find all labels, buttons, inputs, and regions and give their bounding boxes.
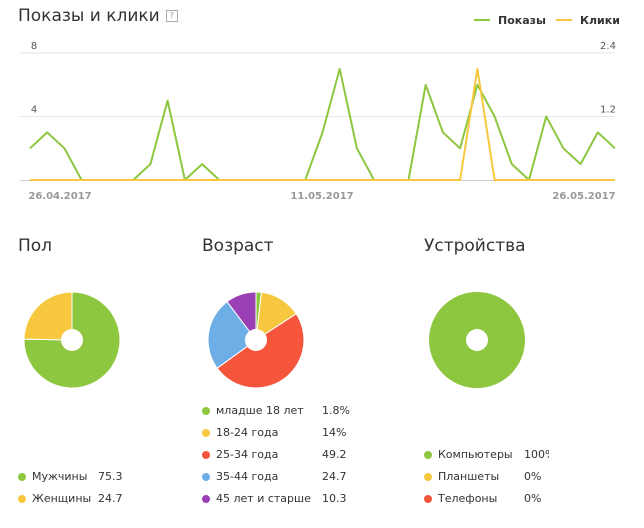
- pie-legend-value: 0%: [524, 470, 542, 483]
- pie-legend-value: 75.3: [98, 470, 123, 483]
- series-line-clicks: [30, 67, 615, 181]
- pie-hole: [245, 329, 267, 351]
- legend-dot-icon: [424, 495, 432, 503]
- legend-dot-icon: [18, 495, 26, 503]
- pie-legend-label: Мужчины: [32, 470, 88, 483]
- legend-dot-icon: [202, 473, 210, 481]
- pie-gender: [23, 291, 121, 389]
- pie-slice[interactable]: [226, 291, 257, 342]
- pie-devices: [429, 292, 525, 388]
- pie-legend-label: Телефоны: [438, 492, 498, 505]
- section-title-devices: Устройства: [424, 236, 526, 256]
- pie-legend-value: 10.3: [322, 492, 347, 505]
- pie-legend-label: 35-44 года: [216, 470, 279, 483]
- y-left-tick-label: 8: [31, 41, 37, 52]
- y-left-tick-label: 4: [31, 105, 37, 116]
- section-title-age: Возраст: [202, 236, 274, 256]
- help-icon[interactable]: ?: [165, 10, 178, 22]
- x-tick-label: 26.05.2017: [552, 191, 615, 202]
- pie-legend-label: Женщины: [32, 492, 92, 505]
- pie-legend-value: 24.7: [322, 470, 347, 483]
- section-title-gender: Пол: [18, 236, 53, 256]
- pie-legend-label: Компьютеры: [438, 448, 513, 461]
- legend-dot-icon: [202, 451, 210, 459]
- y-right-tick-label: 1.2: [600, 105, 616, 116]
- legend-impressions-label: Показы: [498, 14, 546, 27]
- pie-legend-value: 49.2: [322, 448, 347, 461]
- pie-slice[interactable]: [23, 291, 73, 341]
- x-tick-label: 11.05.2017: [290, 191, 353, 202]
- legend-dot-icon: [202, 429, 210, 437]
- pie-legend-label: младше 18 лет: [216, 404, 304, 417]
- pie-legend-value: 14%: [322, 426, 347, 439]
- chart-title: Показы и клики?: [18, 6, 178, 26]
- pie-legend-label: 45 лет и старше: [216, 492, 311, 505]
- legend-dot-icon: [424, 473, 432, 481]
- pie-slice[interactable]: [23, 291, 121, 389]
- line-chart: 8 4 2.4 1.2 26.04.2017 11.05.2017 26.05.2017: [20, 41, 616, 202]
- legend-dot-icon: [202, 407, 210, 415]
- pie-legend-label: 25-34 года: [216, 448, 279, 461]
- y-right-tick-label: 2.4: [600, 41, 616, 52]
- pie-legend-value: 0%: [524, 492, 542, 505]
- pie-age: [207, 291, 305, 389]
- pie-legend-value: 24.7: [98, 492, 123, 505]
- legend-dot-icon: [18, 473, 26, 481]
- legend-line-icon: [556, 19, 572, 21]
- pie-legend-label: Планшеты: [438, 470, 500, 483]
- pie-slice[interactable]: [207, 301, 257, 369]
- legend-line-icon: [474, 19, 490, 21]
- pie-legend-value: 1.8%: [322, 404, 350, 417]
- pie-legend-label: 18-24 года: [216, 426, 279, 439]
- pie-hole: [61, 329, 83, 351]
- pie-slice[interactable]: [216, 313, 305, 389]
- legend-impressions[interactable]: Показы: [474, 14, 546, 27]
- pie-legend-value: 100%: [524, 448, 549, 461]
- legend-clicks[interactable]: Клики: [556, 14, 620, 27]
- pie-hole: [466, 329, 488, 351]
- series-line-impressions: [29, 67, 616, 181]
- legend-dot-icon: [202, 495, 210, 503]
- legend-clicks-label: Клики: [580, 14, 620, 27]
- x-tick-label: 26.04.2017: [28, 191, 91, 202]
- chart-title-text: Показы и клики: [18, 6, 160, 26]
- legend-dot-icon: [424, 451, 432, 459]
